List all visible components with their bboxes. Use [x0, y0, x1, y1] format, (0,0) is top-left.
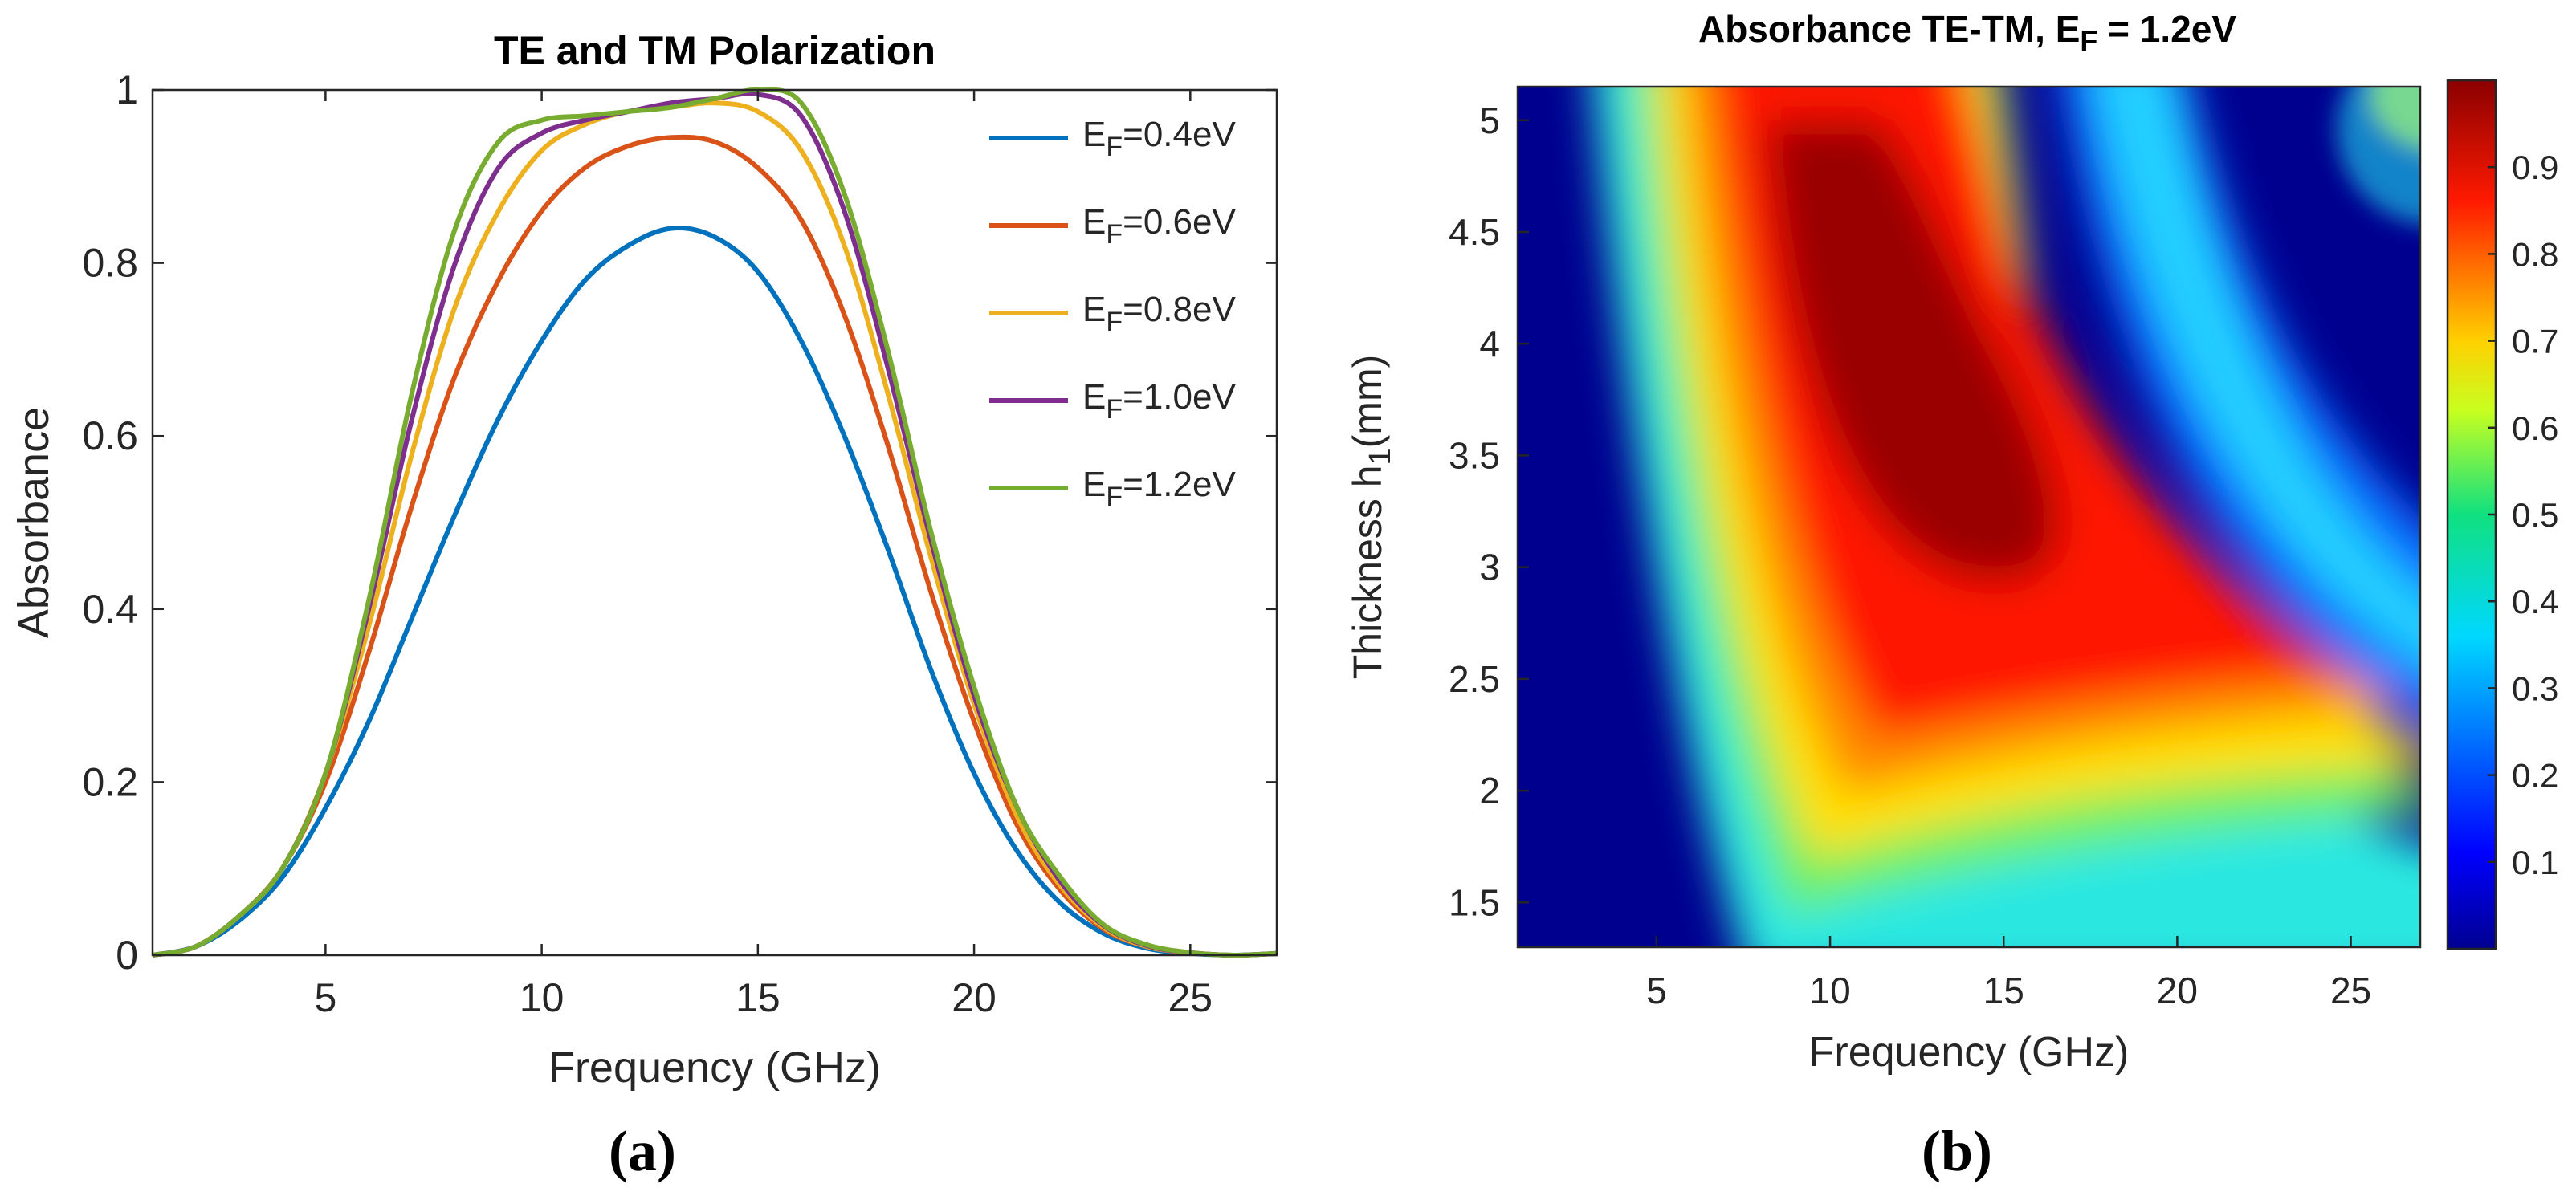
series-line-0 [152, 226, 1278, 958]
y-tick-label: 4.5 [1449, 211, 1500, 253]
series-line-4 [152, 87, 1278, 958]
panel-b-y-axis-label: Thickness h1(mm) [1345, 355, 1397, 680]
panel-a-x-ticks: 5 10 15 20 25 [314, 90, 1213, 1020]
y-tick-label: 0.2 [82, 759, 138, 804]
colorbar-tick-label: 0.4 [2512, 583, 2558, 620]
panel-b-y-ticks: 1.5 2 2.5 3 3.5 4 4.5 5 [1449, 100, 1529, 923]
colorbar-ticks: 0.1 0.2 0.3 0.4 0.5 0.6 0.7 0.8 0.9 [2488, 148, 2558, 881]
y-tick-label: 2.5 [1449, 658, 1500, 700]
panel-a-y-axis-label: Absorbance [10, 407, 58, 638]
legend-entry-4: EF=1.2eV [1082, 465, 1236, 512]
panel-b-x-ticks: 5 10 15 20 25 [1646, 936, 2371, 1011]
x-tick-label: 20 [952, 975, 997, 1020]
y-tick-label: 2 [1479, 770, 1500, 812]
panel-a-line-chart: TE and TM Polarization 5 10 15 20 25 0 0.2 0.4… [10, 28, 1278, 1183]
x-tick-label: 10 [520, 975, 565, 1020]
colorbar-tick-label: 0.8 [2512, 235, 2558, 273]
y-tick-label: 3.5 [1449, 434, 1500, 476]
y-tick-label: 5 [1479, 100, 1500, 141]
x-tick-label: 20 [2157, 970, 2198, 1011]
panel-a-plot-area [153, 90, 1277, 955]
y-tick-label: 3 [1479, 547, 1500, 588]
panel-b-x-axis-label: Frequency (GHz) [1809, 1029, 2130, 1076]
legend-entry-0: EF=0.4eV [1082, 115, 1236, 162]
x-tick-label: 15 [736, 975, 781, 1020]
colorbar-tick-label: 0.9 [2512, 148, 2558, 186]
colorbar-tick-label: 0.6 [2512, 409, 2558, 447]
panel-a-label: (a) [609, 1119, 676, 1183]
y-tick-label: 0.8 [82, 241, 138, 286]
colorbar-tick-label: 0.1 [2512, 844, 2558, 881]
y-tick-label: 1 [116, 67, 138, 112]
panel-a-title: TE and TM Polarization [494, 28, 935, 73]
panel-b-title: Absorbance TE-TM, EF = 1.2eV [1698, 8, 2236, 57]
legend-entry-1: EF=0.6eV [1082, 202, 1236, 250]
x-tick-label: 5 [314, 975, 336, 1020]
panel-a-legend: EF=0.4eV EF=0.6eV EF=0.8eV EF=1.0eV EF=1.2eV [989, 115, 1236, 512]
colorbar-tick-label: 0.7 [2512, 323, 2558, 360]
panel-b-heatmap-field [1518, 87, 2420, 947]
colorbar-tick-label: 0.5 [2512, 496, 2558, 534]
panel-a-series-group [152, 87, 1278, 958]
y-tick-label: 0 [116, 933, 138, 978]
y-tick-label: 0.4 [82, 587, 138, 632]
panel-b-heatmap: Absorbance TE-TM, EF = 1.2eV [1345, 8, 2558, 1183]
panel-b-axes-box [1516, 85, 2422, 949]
x-tick-label: 25 [1168, 975, 1213, 1020]
panel-a-x-axis-label: Frequency (GHz) [548, 1043, 881, 1092]
x-tick-label: 15 [1983, 970, 2024, 1011]
x-tick-label: 10 [1809, 970, 1850, 1011]
y-tick-label: 0.6 [82, 413, 138, 458]
series-line-1 [152, 134, 1278, 958]
panel-a-axes-box [151, 88, 1278, 957]
panel-b-label: (b) [1922, 1119, 1992, 1183]
legend-entry-3: EF=1.0eV [1082, 377, 1236, 425]
legend-entry-2: EF=0.8eV [1082, 290, 1236, 337]
colorbar-tick-label: 0.2 [2512, 757, 2558, 795]
colorbar-tick-label: 0.3 [2512, 669, 2558, 707]
y-tick-label: 1.5 [1449, 881, 1500, 923]
y-tick-label: 4 [1479, 323, 1500, 364]
x-tick-label: 25 [2330, 970, 2371, 1011]
panel-a-y-ticks: 0 0.2 0.4 0.6 0.8 1 [82, 67, 1277, 978]
x-tick-label: 5 [1646, 970, 1667, 1011]
